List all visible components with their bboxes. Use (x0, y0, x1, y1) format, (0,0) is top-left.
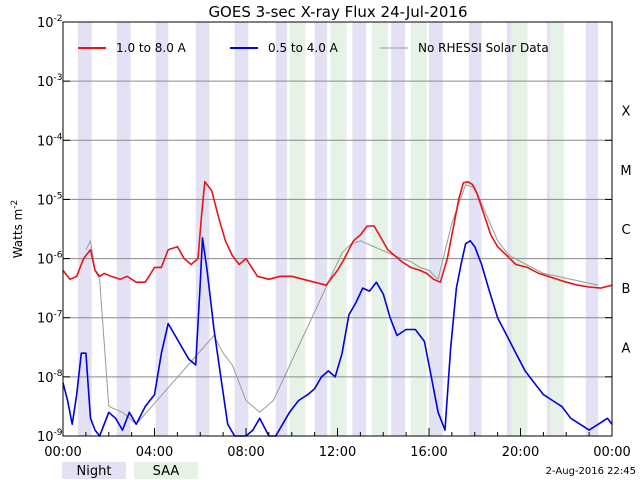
flare-class-A: A (622, 341, 631, 356)
y-tick-label-0: 10-9 (37, 428, 63, 445)
x-tick-label-2: 08:00 (227, 445, 264, 460)
flare-class-C: C (621, 223, 630, 238)
x-tick-label-3: 12:00 (319, 445, 356, 460)
night-band-9 (429, 22, 443, 436)
night-band-5 (275, 22, 288, 436)
x-tick-label-6: 00:00 (593, 445, 630, 460)
flux-series (62, 180, 613, 437)
legend-label-2: No RHESSI Solar Data (418, 41, 549, 55)
night-band-7 (352, 22, 367, 436)
saa-band-3 (410, 22, 427, 436)
night-key-label: Night (77, 464, 112, 479)
legend-label-0: 1.0 to 8.0 A (116, 41, 187, 55)
y-tick-label-6: 10-3 (37, 73, 63, 90)
saa-band-2 (371, 22, 388, 436)
night-band-1 (116, 22, 131, 436)
y-tick-label-7: 10-2 (37, 14, 63, 31)
y-tick-label-5: 10-4 (37, 132, 63, 149)
y-tick-label-2: 10-7 (37, 310, 63, 327)
saa-key-swatch (134, 462, 198, 479)
grid-lines (63, 80, 612, 378)
flare-class-B: B (622, 282, 631, 297)
series-line-2 (85, 184, 599, 425)
night-band-10 (469, 22, 482, 436)
flare-class-M: M (620, 164, 631, 179)
x-tick-label-0: 00:00 (44, 445, 81, 460)
saa-band-1 (330, 22, 347, 436)
saa-band-5 (550, 22, 564, 436)
y-axis-label: Watts m-2 (10, 200, 25, 259)
night-band-4 (234, 22, 249, 436)
series-line-1 (62, 237, 613, 437)
night-band-6 (314, 22, 328, 436)
x-tick-label-1: 04:00 (136, 445, 173, 460)
x-tick-label-4: 16:00 (410, 445, 447, 460)
legend-label-1: 0.5 to 4.0 A (268, 41, 339, 55)
y-axis-label-exp: -2 (10, 200, 20, 209)
flare-class-labels: A B C M X (620, 105, 631, 357)
y-axis-label-base: Watts m (11, 209, 25, 259)
night-band-2 (155, 22, 169, 436)
series-line-0 (62, 180, 613, 289)
night-band-0 (77, 22, 92, 436)
night-band-8 (391, 22, 405, 436)
y-tick-label-1: 10-8 (37, 369, 63, 386)
saa-band-0 (289, 22, 306, 436)
chart-title: GOES 3-sec X-ray Flux 24-Jul-2016 (208, 3, 467, 21)
night-band-3 (195, 22, 210, 436)
saa-key-label: SAA (153, 464, 180, 479)
saa-band-4 (511, 22, 528, 436)
y-axis-ticks: 10-9 10-8 10-7 10-6 10-5 10-4 10-3 10-2 (37, 14, 612, 445)
generated-timestamp: 2-Aug-2016 22:45 (546, 466, 636, 477)
flare-class-X: X (622, 105, 631, 120)
night-band-13 (585, 22, 599, 436)
x-tick-label-5: 20:00 (502, 445, 539, 460)
night-key-swatch (62, 462, 126, 479)
x-axis-ticks: 00:00 04:00 08:00 12:00 16:00 20:00 00:00 (44, 428, 631, 460)
y-tick-label-3: 10-6 (37, 251, 63, 268)
y-tick-label-4: 10-5 (37, 191, 63, 208)
orbit-bands (77, 22, 599, 436)
legend: 1.0 to 8.0 A 0.5 to 4.0 A No RHESSI Solar … (78, 41, 549, 55)
